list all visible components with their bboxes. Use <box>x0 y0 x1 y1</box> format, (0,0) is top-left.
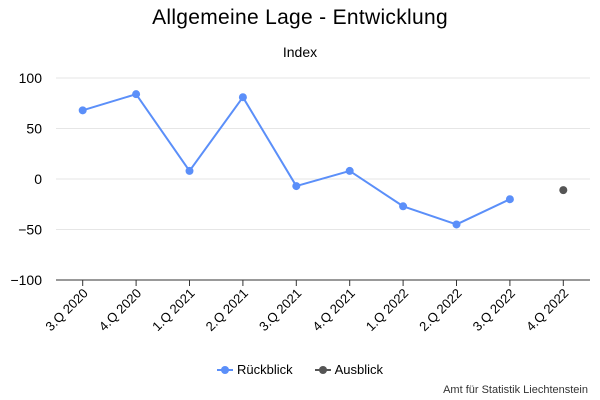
source-credit: Amt für Statistik Liechtenstein <box>443 384 588 396</box>
chart-title: Allgemeine Lage - Entwicklung <box>152 6 448 29</box>
legend-item-ausblick[interactable]: Ausblick <box>314 362 384 377</box>
data-point <box>238 93 247 102</box>
data-point <box>78 106 87 115</box>
x-tick-label: 1.Q 2022 <box>363 286 411 334</box>
y-tick-label: 50 <box>26 121 42 137</box>
data-point <box>559 186 568 195</box>
x-tick-label: 4.Q 2022 <box>523 286 571 334</box>
data-point <box>132 90 141 99</box>
x-tick-label: 2.Q 2021 <box>203 286 251 334</box>
y-tick-label: 0 <box>34 171 42 187</box>
y-tick-label: 100 <box>19 70 43 86</box>
data-point <box>292 182 301 191</box>
data-point <box>399 202 408 211</box>
legend-label-ausblick: Ausblick <box>334 362 384 377</box>
chart-subtitle: Index <box>282 44 318 60</box>
legend: Rückblick Ausblick <box>0 362 600 377</box>
x-tick-label: 4.Q 2020 <box>96 286 144 334</box>
x-tick-label: 1.Q 2021 <box>149 286 197 334</box>
data-point <box>505 195 514 204</box>
data-point <box>185 166 194 175</box>
x-tick-label: 3.Q 2021 <box>256 286 304 334</box>
x-tick-label: 2.Q 2022 <box>416 286 464 334</box>
series-line-0 <box>82 93 511 226</box>
legend-label-rueckblick: Rückblick <box>236 362 293 377</box>
legend-swatch-rueckblick <box>216 364 233 376</box>
data-point <box>345 166 354 175</box>
x-tick-label: 4.Q 2021 <box>309 286 357 334</box>
legend-item-rueckblick[interactable]: Rückblick <box>216 362 293 377</box>
y-tick-label: −50 <box>18 222 42 238</box>
legend-swatch-ausblick <box>314 364 331 376</box>
data-point <box>452 220 461 229</box>
y-tick-label: −100 <box>10 272 42 288</box>
x-tick-label: 3.Q 2020 <box>42 286 90 334</box>
x-tick-label: 3.Q 2022 <box>470 286 518 334</box>
